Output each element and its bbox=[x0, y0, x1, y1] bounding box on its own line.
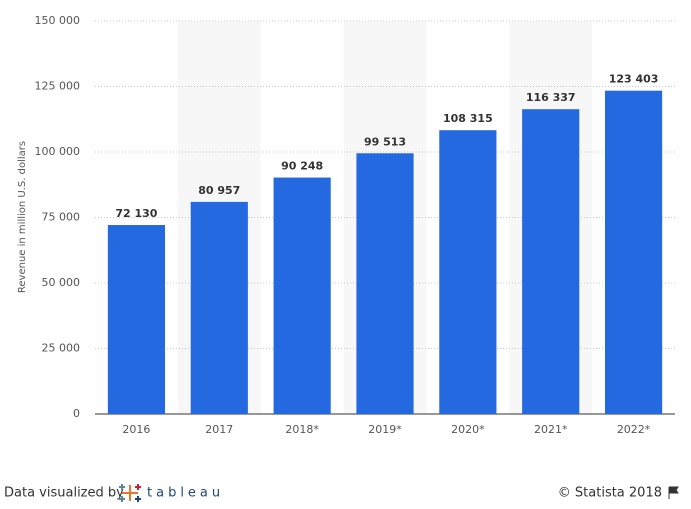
flag-icon bbox=[668, 486, 679, 499]
value-label: 123 403 bbox=[609, 73, 659, 86]
source: © Statista 2018 bbox=[558, 486, 662, 501]
y-tick-label: 100 000 bbox=[35, 145, 81, 158]
x-tick-label: 2020* bbox=[451, 423, 485, 436]
y-tick-label: 25 000 bbox=[42, 342, 81, 355]
x-tick-label: 2022* bbox=[617, 423, 651, 436]
x-tick-label: 2017 bbox=[205, 423, 233, 436]
value-label: 99 513 bbox=[364, 135, 406, 148]
bar bbox=[522, 109, 580, 415]
x-tick-label: 2018* bbox=[285, 423, 319, 436]
bar bbox=[107, 225, 166, 414]
value-label: 116 337 bbox=[526, 91, 576, 104]
x-tick-label: 2019* bbox=[368, 423, 402, 436]
x-tick-label: 2016 bbox=[122, 423, 150, 436]
bar bbox=[439, 130, 497, 414]
bar bbox=[356, 153, 414, 414]
logo: tableau bbox=[147, 486, 224, 501]
y-tick-label: 125 000 bbox=[35, 80, 81, 93]
tableau-icon bbox=[119, 484, 141, 502]
y-tick-label: 150 000 bbox=[35, 14, 81, 27]
value-label: 90 248 bbox=[281, 160, 323, 173]
x-tick-label: 2021* bbox=[534, 423, 568, 436]
y-tick-label: 75 000 bbox=[42, 211, 81, 224]
y-axis-label: Revenue in million U.S. dollars bbox=[17, 141, 28, 293]
bar bbox=[190, 201, 248, 414]
bar bbox=[273, 177, 331, 414]
y-tick-label: 0 bbox=[73, 407, 80, 420]
credit: Data visualized by bbox=[4, 486, 124, 501]
value-label: 72 130 bbox=[115, 207, 157, 220]
y-tick-label: 50 000 bbox=[42, 276, 81, 289]
bar bbox=[604, 90, 663, 414]
value-label: 108 315 bbox=[443, 112, 493, 125]
value-label: 80 957 bbox=[198, 184, 240, 197]
